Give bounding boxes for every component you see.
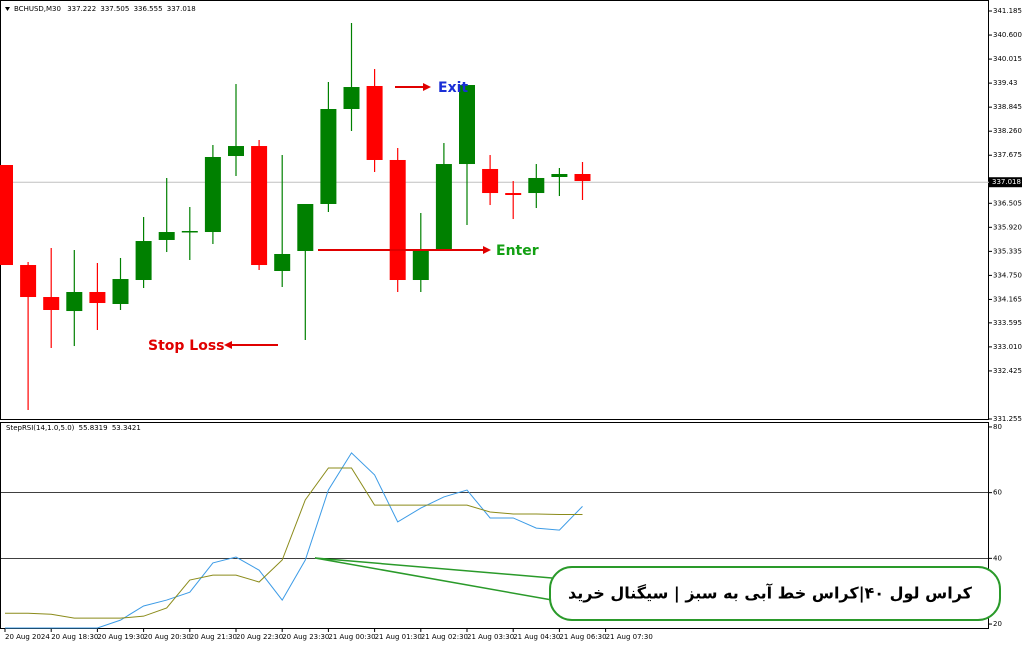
y-tick-label: 333.010 — [993, 343, 1022, 351]
y-tick-label: 60 — [993, 489, 1002, 497]
y-tick-label: 334.750 — [993, 271, 1022, 279]
candle-body — [204, 156, 221, 233]
candle-body — [89, 292, 106, 304]
x-tick-label: 20 Aug 21:30 — [190, 633, 237, 641]
y-tick-label: 338.845 — [993, 103, 1022, 111]
x-tick-label: 21 Aug 01:30 — [375, 633, 422, 641]
low: 336.555 — [134, 5, 163, 13]
callout-box — [549, 566, 1001, 621]
x-tick-label: 21 Aug 02:30 — [421, 633, 468, 641]
indicator-header: StepRSI(14,1.0,5.0) 55.8319 53.3421 — [6, 424, 141, 432]
candle-body — [158, 232, 175, 240]
exit-label: Exit — [438, 80, 468, 96]
candle-body — [528, 177, 545, 194]
candle-body — [274, 253, 291, 272]
x-tick-label: 20 Aug 18:30 — [51, 633, 98, 641]
candle-body — [366, 85, 383, 160]
current-price-label: 337.018 — [992, 178, 1021, 186]
candle-body — [20, 265, 37, 298]
y-tick-label: 333.595 — [993, 319, 1022, 327]
x-tick-label: 21 Aug 00:30 — [328, 633, 375, 641]
candle-body — [343, 87, 360, 110]
indicator-panel — [0, 422, 989, 629]
x-tick-label: 21 Aug 03:30 — [467, 633, 514, 641]
y-tick-label: 334.165 — [993, 295, 1022, 303]
y-tick-label: 335.920 — [993, 223, 1022, 231]
header: BCHUSD,M30 337.222 337.505 336.555 337.0… — [14, 5, 196, 13]
candle-body — [181, 230, 198, 233]
candle-body — [389, 159, 406, 281]
x-tick-label: 20 Aug 20:30 — [144, 633, 191, 641]
exit-arrow-head — [423, 83, 431, 91]
y-tick-label: 332.425 — [993, 367, 1022, 375]
high: 337.505 — [100, 5, 129, 13]
candle-body — [251, 146, 268, 266]
stop-arrow-head — [224, 341, 232, 349]
plot-layer: 341.185 340.600 340.015 339.43 338.845 338.26… — [0, 7, 1022, 641]
candle-body — [66, 292, 83, 312]
callout-pointer — [314, 557, 553, 601]
symbol: BCHUSD,M30 — [14, 5, 61, 13]
menu-triangle — [5, 7, 10, 11]
enter-arrow-head — [483, 246, 491, 254]
candle-body — [228, 146, 244, 157]
y-tick-label: 335.335 — [993, 247, 1022, 255]
candle-body — [43, 297, 60, 310]
x-tick-label: 21 Aug 07:30 — [606, 633, 653, 641]
candle-body — [0, 165, 13, 266]
x-tick-label: 20 Aug 19:30 — [97, 633, 144, 641]
y-tick-label: 20 — [993, 620, 1002, 628]
open: 337.222 — [67, 5, 96, 13]
y-tick-label: 339.43 — [993, 79, 1018, 87]
y-tick-label: 40 — [993, 554, 1002, 562]
x-tick-label: 20 Aug 23:30 — [282, 633, 329, 641]
indicator-line — [5, 452, 583, 629]
candle-body — [459, 85, 475, 165]
y-tick-label: 80 — [993, 423, 1002, 431]
y-tick-label: 340.600 — [993, 31, 1022, 39]
stop-loss-label: Stop Loss — [148, 338, 225, 354]
reading: 53.3421 — [112, 424, 141, 432]
x-tick-label: 20 Aug 22:30 — [236, 633, 283, 641]
candle-body — [320, 109, 337, 204]
current-price-box — [989, 177, 1022, 188]
y-tick-label: 337.675 — [993, 151, 1022, 159]
enter-label: Enter — [496, 243, 539, 259]
indicator-name: StepRSI(14,1.0,5.0) — [6, 424, 75, 432]
candle-body — [412, 250, 429, 281]
indicator-line — [5, 467, 583, 619]
y-tick-label: 331.255 — [993, 415, 1022, 423]
candle-body — [112, 279, 129, 304]
y-tick-label: 338.260 — [993, 127, 1022, 135]
candle-body — [551, 174, 568, 178]
x-tick-label: 21 Aug 06:30 — [559, 633, 606, 641]
x-tick-label: 20 Aug 2024 — [5, 633, 50, 641]
candle-body — [574, 174, 591, 182]
y-tick-label: 341.185 — [993, 7, 1022, 15]
y-tick-label: 340.015 — [993, 55, 1022, 63]
y-tick-label: 336.505 — [993, 199, 1022, 207]
x-tick-label: 21 Aug 04:30 — [513, 633, 560, 641]
candle-body — [297, 203, 314, 251]
candle-body — [505, 193, 522, 195]
candle-body — [482, 168, 499, 194]
callout-text: کراس لول ۴۰|کراس خط آبی به سبز | سیگنال … — [568, 583, 973, 604]
candle-body — [435, 164, 452, 251]
candle-body — [135, 241, 152, 281]
reading: 55.8319 — [79, 424, 108, 432]
close: 337.018 — [167, 5, 196, 13]
